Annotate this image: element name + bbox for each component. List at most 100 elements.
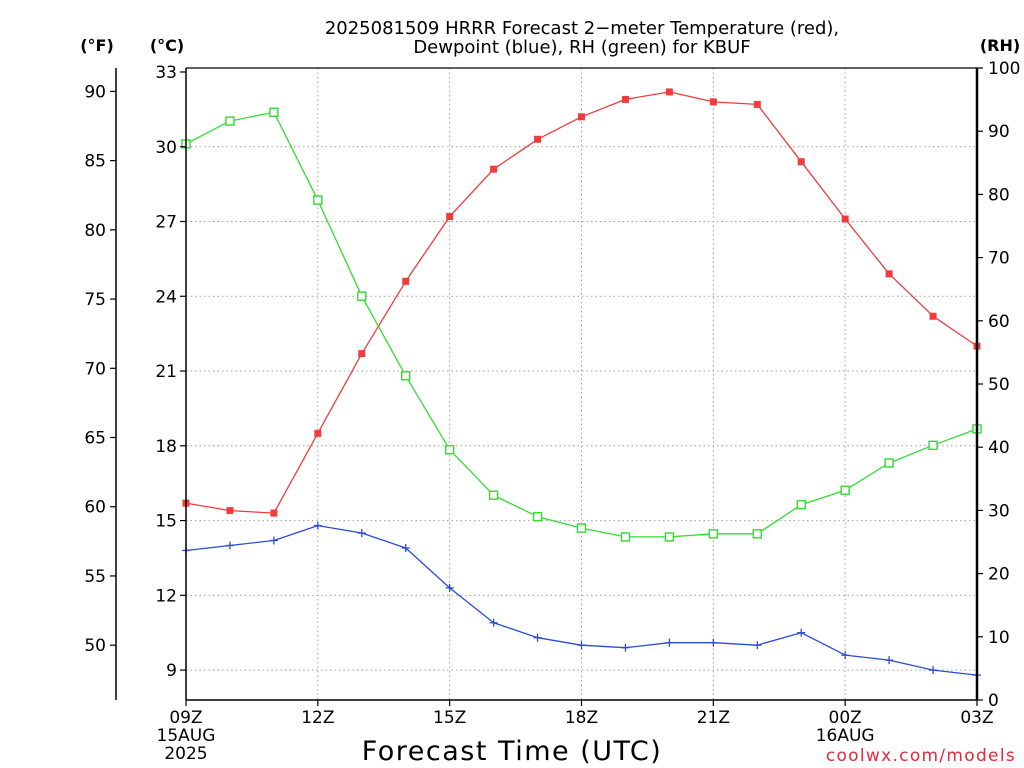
rh-point [401,371,411,381]
temperature-point [885,270,893,278]
chart-title-line-1: 2025081509 HRRR Forecast 2−meter Tempera… [325,18,839,39]
temperature-point [578,113,585,121]
fahrenheit-tick-label: 75 [84,290,106,310]
temperature-point [665,88,673,96]
dewpoint-point [841,651,850,660]
chart-title-line-2: Dewpoint (blue), RH (green) for KBUF [413,37,750,58]
gridlines [186,68,977,700]
dewpoint-point [489,618,498,627]
celsius-tick-label: 33 [155,63,177,83]
dewpoint-point [577,641,586,650]
fahrenheit-tick-label: 85 [84,152,106,172]
rh-point [225,116,235,126]
rh-tick-label: 80 [988,185,1010,205]
temperature-point [534,135,542,143]
celsius-tick-label: 24 [155,287,177,307]
fahrenheit-tick-label: 60 [84,498,106,518]
x-tick-date-label: 16AUG [816,726,875,746]
x-tick-label: 18Z [565,708,598,728]
rh-tick-label: 10 [988,628,1010,648]
x-tick-label: 00Z [829,708,862,728]
dewpoint-point [225,541,234,550]
temperature-point [358,350,366,358]
rh-point [796,500,806,510]
x-tick-label: 09Z [169,708,202,728]
fahrenheit-tick-label: 50 [84,636,106,656]
credit-text: coolwx.com/models [826,746,1016,766]
temperature-point [753,100,761,108]
dewpoint-point [401,543,410,552]
rh-point [269,107,279,117]
temperature-point [226,507,234,515]
rh-point [532,512,543,522]
rh-tick-label: 50 [988,375,1010,395]
rh-point [576,523,587,533]
celsius-tick-label: 12 [155,586,177,606]
dewpoint-point [929,666,938,675]
dewpoint-point [313,521,322,530]
x-tick-label: 03Z [960,708,993,728]
rh-point [752,529,762,539]
fahrenheit-tick-label: 70 [84,359,106,379]
celsius-tick-label: 15 [155,512,177,532]
temperature-point [841,215,849,223]
rh-point [928,440,938,451]
rh-tick-label: 40 [988,438,1010,458]
rh-axis-label: (RH) [980,36,1020,55]
dewpoint-point [797,628,806,637]
fahrenheit-tick-label: 55 [84,567,106,587]
rh-point [620,532,631,542]
rh-tick-label: 30 [988,501,1010,521]
rh-point [357,291,367,301]
temperature-point [797,158,805,166]
celsius-tick-label: 27 [155,213,177,233]
dewpoint-point [533,633,542,642]
rh-tick-label: 90 [988,122,1010,142]
temperature-point [446,213,454,221]
dewpoint-point [445,583,454,592]
rh-point [664,532,675,542]
x-tick-label: 21Z [697,708,730,728]
x-tick-label: 15Z [433,708,466,728]
temperature-point [270,509,278,517]
dewpoint-point [885,656,894,665]
temperature-point [314,429,322,437]
rh-tick-label: 20 [988,565,1010,585]
temperature-point [490,165,498,173]
fahrenheit-tick-label: 65 [84,429,106,449]
chart-title: 2025081509 HRRR Forecast 2−meter Tempera… [325,18,839,58]
fahrenheit-tick-label: 80 [84,221,106,241]
dewpoint-point [665,638,674,647]
x-axis-title: Forecast Time (UTC) [362,736,663,767]
temperature-point [402,277,410,285]
rh-tick-label: 70 [988,249,1010,269]
fahrenheit-axis-label: (°F) [80,36,114,55]
rh-point [840,485,850,495]
x-tick-label: 12Z [301,708,334,728]
dewpoint-point [269,536,278,545]
x-tick-date-label: 2025 [164,744,207,764]
celsius-axis-label: (°C) [150,36,184,55]
rh-tick-label: 100 [988,59,1020,79]
temperature-point [621,95,629,103]
celsius-tick-label: 30 [155,138,177,158]
temperature-point [929,312,937,320]
temperature-point [709,98,717,106]
fahrenheit-tick-label: 90 [84,82,106,102]
plot-series [181,88,982,680]
rh-tick-label: 60 [988,312,1010,332]
celsius-tick-label: 9 [166,661,177,681]
x-tick-date-label: 15AUG [157,726,216,746]
dewpoint-point [621,643,630,652]
rh-tick-label: 0 [988,691,999,711]
rh-point [313,195,323,205]
rh-point [488,490,499,500]
rh-point [444,445,455,455]
dewpoint-point [753,641,762,650]
rh-point [708,529,719,539]
dewpoint-point [709,638,718,647]
dewpoint-point [357,529,366,538]
